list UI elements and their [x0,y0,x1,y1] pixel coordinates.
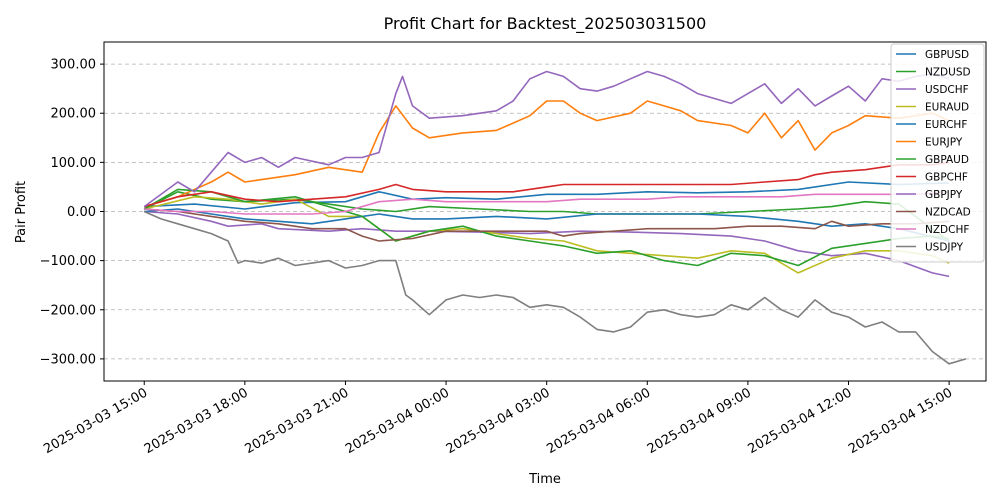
series-group [143,70,967,365]
y-tick-label: −300.00 [40,352,96,367]
y-tick-label: −200.00 [40,303,96,318]
chart-title: Profit Chart for Backtest_202503031500 [384,14,707,34]
y-tick-label: 200.00 [51,107,97,122]
legend-label: GBPJPY [925,189,963,201]
y-axis: 300.00 200.00 100.00 0.00 −100.00 −200.00 −300… [40,58,104,367]
series-line-eurchf [144,208,950,242]
series-line-gbpaud [143,188,950,267]
legend-label: GBPUSD [925,49,969,61]
y-tick-label: 0.00 [67,205,96,220]
legend-label: USDJPY [925,242,964,254]
legend-label: NZDCHF [925,224,969,236]
legend-label: EURCHF [925,119,967,131]
legend-label: GBPCHF [925,172,968,184]
y-axis-label: Pair Profit [14,181,29,243]
series-line-gbpjpy [143,70,950,208]
series-line-usdchf [144,210,950,278]
y-tick-label: −100.00 [40,254,96,269]
x-axis-label: Time [528,472,561,487]
legend: GBPUSD NZDUSD USDCHF EURAUD EURCHF EURJPY GBPA… [890,43,985,263]
series-line-eurjpy [143,100,950,208]
y-tick-label: 300.00 [51,58,97,73]
gridlines [104,63,986,360]
series-line-gbpchf [143,161,950,208]
legend-label: EURJPY [925,137,963,149]
series-line-euraud [144,196,950,274]
series-line-gbpusd [144,181,950,210]
series-line-nzdcad [144,208,950,242]
series-line-usdjpy [143,210,967,365]
y-tick-label: 100.00 [51,156,97,171]
series-line-nzdchf [144,191,950,215]
legend-label: NZDCAD [925,207,971,219]
legend-label: NZDUSD [925,67,971,79]
legend-label: GBPAUD [925,154,969,166]
legend-label: USDCHF [925,84,969,96]
legend-box [890,43,985,263]
legend-label: EURAUD [925,102,969,114]
